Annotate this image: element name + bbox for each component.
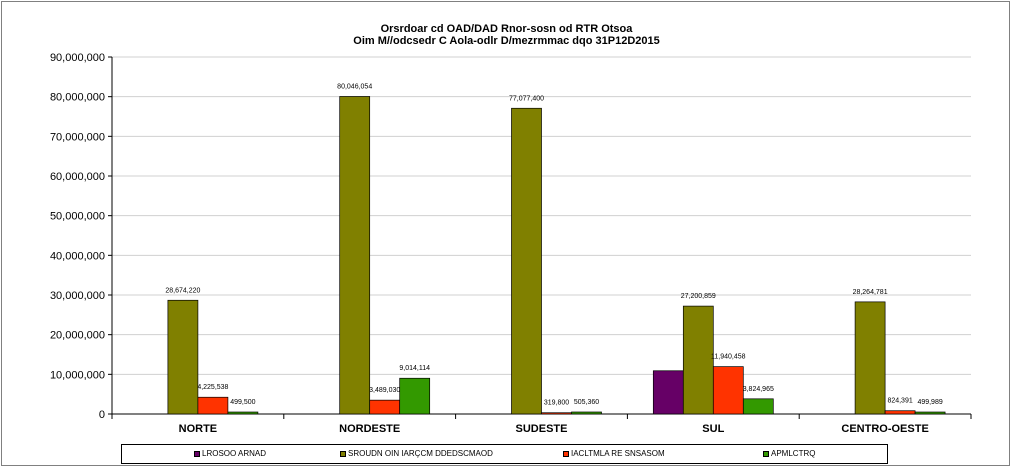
x-tick-label: NORDESTE (339, 423, 400, 435)
y-tick-label: 70,000,000 (50, 131, 105, 143)
bar (339, 96, 371, 415)
data-label: 499,989 (917, 399, 942, 406)
data-label: 4,225,538 (197, 384, 228, 391)
chart-legend: LROSOO ARNAD SROUDN OIN IARÇCM DDEDSCMAO… (121, 444, 888, 464)
x-tick-label: SUL (702, 423, 724, 435)
legend-label-series-3: IACLTMLA RE SNSASOM (571, 449, 665, 458)
bar (652, 370, 684, 415)
bar (571, 411, 602, 415)
bar (399, 377, 431, 415)
y-tick-label: 80,000,000 (50, 92, 105, 104)
data-label: 80,046,054 (337, 83, 372, 90)
bar (167, 299, 199, 415)
legend-item-series-3: IACLTMLA RE SNSASOM (563, 449, 665, 458)
bar (712, 366, 744, 415)
data-label: 77,077,400 (509, 95, 544, 102)
bar (682, 305, 714, 415)
bar (511, 107, 542, 415)
data-label: 11,940,458 (711, 354, 746, 361)
data-label: 824,391 (887, 398, 912, 405)
y-tick-label: 40,000,000 (50, 250, 105, 262)
bar (541, 412, 572, 415)
x-tick-label: SUDESTE (516, 423, 568, 435)
data-label: 28,264,781 (853, 289, 888, 296)
y-tick-label: 60,000,000 (50, 171, 105, 183)
y-tick-label: 20,000,000 (50, 330, 105, 342)
bar (197, 396, 229, 415)
data-label: 3,824,965 (743, 386, 774, 393)
y-tick-label: 30,000,000 (50, 290, 105, 302)
bar (227, 411, 259, 415)
legend-label-series-1: LROSOO ARNAD (202, 449, 267, 458)
chart-subtitle: Oim M//odcsedr C Aola-odlr D/mezrmmac dq… (353, 35, 660, 47)
legend-swatch-series-2 (340, 450, 346, 457)
data-label: 319,800 (544, 400, 569, 407)
legend-swatch-series-4 (763, 450, 769, 457)
data-label: 3,489,030 (369, 387, 400, 394)
data-label: 9,014,114 (399, 365, 430, 372)
data-label: 499,500 (230, 399, 255, 406)
y-tick-label: 90,000,000 (50, 52, 105, 64)
data-label: 505,360 (574, 399, 599, 406)
chart-title: Orsrdoar cd OAD/DAD Rnor-sosn od RTR Ots… (380, 23, 633, 35)
legend-item-series-1: LROSOO ARNAD (194, 449, 266, 458)
legend-swatch-series-1 (194, 450, 200, 457)
data-label: 28,674,220 (165, 287, 200, 294)
legend-item-series-2: SROUDN OIN IARÇCM DDEDSCMAOD (340, 449, 493, 458)
bar (914, 411, 946, 415)
x-tick-label: NORTE (179, 423, 218, 435)
bar (884, 410, 916, 415)
bar (742, 398, 774, 415)
y-tick-label: 10,000,000 (50, 369, 105, 381)
bar (854, 301, 886, 415)
x-tick-label: CENTRO-OESTE (841, 423, 928, 435)
legend-label-series-4: APMLCTRQ (771, 449, 816, 458)
bar (369, 399, 401, 415)
y-tick-label: 50,000,000 (50, 211, 105, 223)
data-label: 27,200,859 (681, 293, 716, 300)
legend-swatch-series-3 (563, 450, 569, 457)
legend-item-series-4: APMLCTRQ (763, 449, 815, 458)
y-tick-label: 0 (99, 409, 105, 421)
legend-label-series-2: SROUDN OIN IARÇCM DDEDSCMAOD (348, 449, 493, 458)
